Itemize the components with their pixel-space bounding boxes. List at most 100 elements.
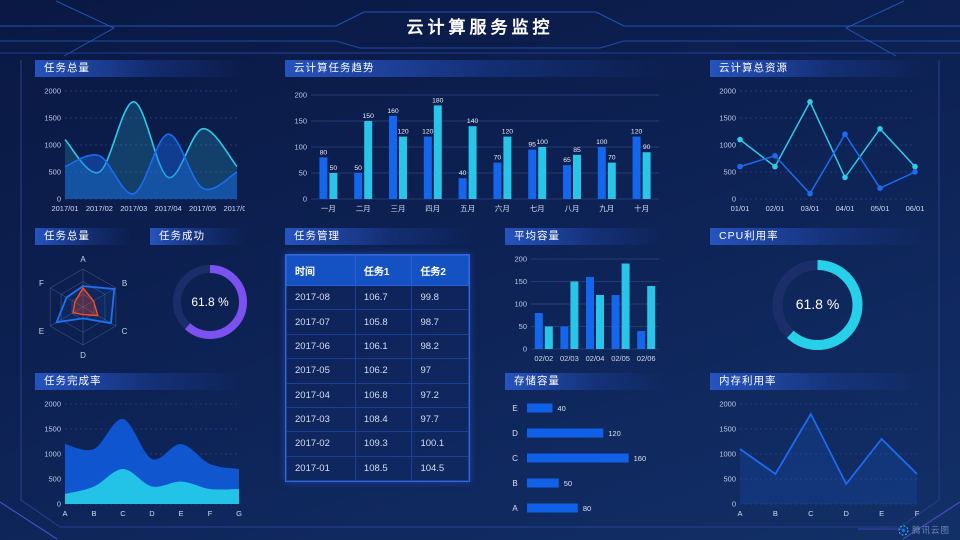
svg-text:500: 500 [48,475,61,484]
svg-text:1500: 1500 [719,425,736,434]
table-cell: 2017-04 [286,382,356,408]
table-wrap: 时间 任务1 任务2 2017-08 106.7 99.8 2017-07 105.8 98.7… [285,254,470,482]
svg-text:D: D [149,509,155,518]
svg-text:七月: 七月 [530,204,545,213]
table-cell: 100.1 [411,431,469,457]
svg-text:200: 200 [514,255,527,264]
svg-text:A: A [737,509,742,518]
svg-text:02/05: 02/05 [611,354,630,363]
cloud-total-resources-line-chart: 0 500 1000 1500 2000 01/01 02/01 03/01 04/01 05/0… [710,77,925,215]
svg-text:G: G [236,509,242,518]
svg-text:65: 65 [563,157,571,164]
svg-text:500: 500 [723,475,736,484]
svg-text:04/01: 04/01 [836,204,855,213]
svg-text:160: 160 [387,108,399,115]
task-radar-chart: A B C D E F [35,245,131,365]
svg-text:B: B [773,509,778,518]
table-cell: 2017-03 [286,406,356,433]
svg-text:2017/01: 2017/01 [51,204,78,213]
svg-text:120: 120 [631,129,643,136]
svg-text:70: 70 [494,155,502,162]
column-header: 时间 [286,255,356,286]
svg-text:B: B [91,509,96,518]
table-cell: 2017-01 [286,455,356,482]
table-cell: 106.7 [354,284,413,311]
svg-text:150: 150 [514,277,527,286]
svg-text:A: A [62,509,67,518]
svg-text:六月: 六月 [495,203,510,213]
svg-text:02/03: 02/03 [560,354,579,363]
memory-utilization-line-chart: 0 500 1000 1500 2000 A B C D E F [710,390,925,520]
column-header: 任务1 [354,255,413,286]
panel-title-cpu-utilization: CPU利用率 [710,228,925,245]
page-title: 云计算服务监控 [406,18,554,37]
table-cell: 104.5 [411,455,469,482]
svg-text:2017/04: 2017/04 [155,204,182,213]
svg-text:B: B [122,279,127,288]
svg-text:05/01: 05/01 [871,204,890,213]
svg-text:1000: 1000 [44,141,61,150]
chart-svg: 0 50 100 150 200 一月 80 50 二月 50 150 三月 160 120 四月 120 18… [294,91,659,213]
svg-text:二月: 二月 [356,204,371,213]
svg-text:02/01: 02/01 [766,204,785,213]
svg-text:三月: 三月 [391,204,406,213]
svg-text:F: F [39,279,44,288]
svg-text:2000: 2000 [719,400,736,409]
svg-text:2017/02: 2017/02 [86,204,113,213]
svg-text:100: 100 [294,143,307,152]
chart-svg: 61.8 % [772,260,863,350]
panel-memory-utilization: 内存利用率 0 500 1000 1500 2000 A B C D E F [710,373,925,520]
panel-title-task-completion: 任务完成率 [35,373,245,390]
table-cell: 106.1 [354,333,413,360]
svg-text:0: 0 [57,195,61,204]
svg-text:E: E [39,327,44,336]
svg-text:一月: 一月 [321,204,336,213]
table-cell: 2017-08 [286,284,356,311]
svg-text:01/01: 01/01 [731,204,750,213]
chart-svg: 61.8 % [173,265,247,339]
svg-text:A: A [512,504,518,513]
svg-text:A: A [80,255,86,264]
table-cell: 105.8 [354,309,413,335]
svg-text:61.8 %: 61.8 % [796,296,840,312]
svg-text:120: 120 [502,129,514,136]
table-cell: 99.8 [411,284,469,311]
svg-text:2000: 2000 [719,87,736,96]
table-cell: 108.4 [354,406,413,433]
svg-text:2000: 2000 [44,400,61,409]
table-cell: 97 [411,358,469,384]
panel-cloud-total-resources: 云计算总资源 0 500 1000 1500 2000 01/01 02/01 03/01 04… [710,60,925,215]
table-row: 2017-07 105.8 98.7 [286,309,469,335]
avg-capacity-bar-chart: 0 50 100 150 200 02/02 02/03 02/04 02/05 02/06 [505,245,665,365]
table-cell: 106.2 [354,358,413,384]
svg-text:02/04: 02/04 [586,354,605,363]
svg-text:D: D [80,351,86,360]
svg-text:120: 120 [608,429,621,438]
table-cell: 2017-06 [286,333,356,360]
chart-svg: 0 500 1000 1500 2000 01/01 02/01 03/01 04/01 05/0… [719,87,924,214]
panel-task-completion: 任务完成率 0 500 1000 1500 2000 A B C D E F G [35,373,245,520]
svg-text:九月: 九月 [599,204,614,213]
svg-text:1500: 1500 [719,114,736,123]
task-total-area-chart: 0 500 1000 1500 2000 2017/01 2017/02 2017/03 201… [35,77,250,215]
vendor-logo: 腾讯云图 [898,524,950,536]
svg-text:四月: 四月 [425,204,440,213]
task-success-gauge: 61.8 % [150,245,247,365]
svg-text:120: 120 [397,129,409,136]
svg-text:十月: 十月 [634,203,649,213]
vendor-logo-text: 腾讯云图 [911,525,950,535]
svg-text:八月: 八月 [565,204,580,213]
svg-text:F: F [208,509,213,518]
svg-text:100: 100 [514,300,527,309]
chart-svg: 0 500 1000 1500 2000 A B C D E F G [44,400,242,519]
table-row: 2017-02 109.3 100.1 [286,431,469,457]
table-cell: 98.7 [411,309,469,335]
panel-title-memory-utilization: 内存利用率 [710,373,925,390]
table-row: 2017-05 106.2 97 [286,358,469,384]
panel-cpu-utilization: CPU利用率 61.8 % [710,228,925,365]
svg-text:50: 50 [564,479,572,488]
svg-text:D: D [512,429,518,438]
svg-text:50: 50 [330,165,338,172]
svg-text:C: C [122,327,128,336]
